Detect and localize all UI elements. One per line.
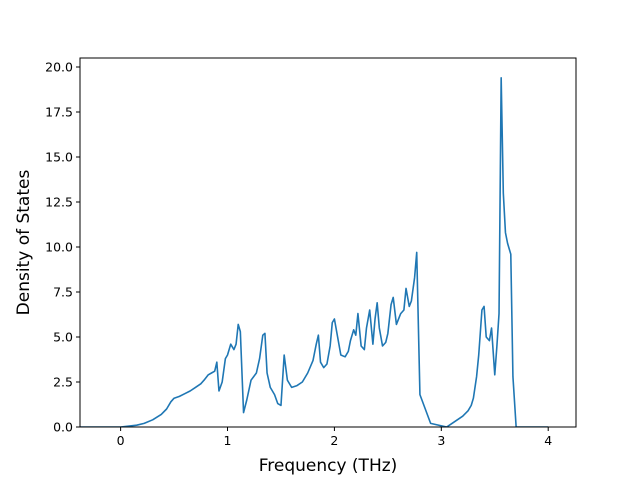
y-tick-label: 20.0 <box>45 60 73 75</box>
y-tick-label: 10.0 <box>45 240 73 255</box>
y-tick-label: 12.5 <box>45 195 73 210</box>
x-tick-label: 2 <box>330 433 338 448</box>
y-tick-label: 0.0 <box>53 420 73 435</box>
x-axis-label: Frequency (THz) <box>259 456 398 476</box>
dos-series-line <box>80 77 549 427</box>
y-axis-label: Density of States <box>14 170 34 316</box>
x-tick-label: 4 <box>544 433 552 448</box>
axis-ticks: 0 1 2 3 4 0.0 2.5 5.0 7.5 10.0 12.5 15.0 17.5 20.0 <box>45 60 552 449</box>
x-tick-label: 3 <box>437 433 445 448</box>
y-tick-label: 15.0 <box>45 150 73 165</box>
y-tick-label: 7.5 <box>53 285 73 300</box>
y-tick-label: 17.5 <box>45 105 73 120</box>
y-tick-label: 2.5 <box>53 375 73 390</box>
x-tick-label: 0 <box>117 433 125 448</box>
x-tick-label: 1 <box>224 433 232 448</box>
plot-area <box>80 77 549 427</box>
y-tick-label: 5.0 <box>53 330 73 345</box>
axes-frame <box>79 57 577 428</box>
